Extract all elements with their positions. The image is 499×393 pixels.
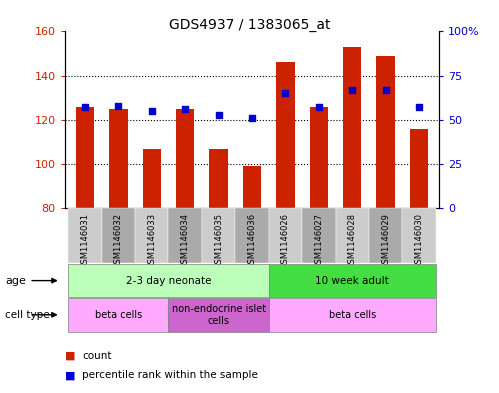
- Bar: [236, 208, 268, 263]
- Text: GDS4937 / 1383065_at: GDS4937 / 1383065_at: [169, 18, 330, 32]
- Bar: [102, 208, 135, 263]
- Point: [248, 115, 256, 121]
- Bar: [376, 56, 395, 208]
- Text: ■: ■: [65, 351, 75, 361]
- Bar: [176, 109, 194, 208]
- Bar: [169, 298, 268, 332]
- Text: GSM1146036: GSM1146036: [248, 213, 256, 269]
- Point: [281, 90, 289, 96]
- Bar: [310, 107, 328, 208]
- Bar: [302, 208, 335, 263]
- Bar: [369, 208, 402, 263]
- Text: beta cells: beta cells: [329, 310, 376, 320]
- Text: count: count: [82, 351, 112, 361]
- Point: [181, 106, 189, 112]
- Bar: [68, 208, 102, 263]
- Text: GSM1146028: GSM1146028: [348, 213, 357, 269]
- Point: [382, 86, 390, 93]
- Bar: [402, 208, 436, 263]
- Point: [148, 108, 156, 114]
- Point: [315, 104, 323, 111]
- Bar: [276, 62, 294, 208]
- Bar: [268, 264, 436, 297]
- Bar: [410, 129, 428, 208]
- Bar: [68, 298, 169, 332]
- Text: GSM1146029: GSM1146029: [381, 213, 390, 268]
- Text: ■: ■: [65, 370, 75, 380]
- Text: GSM1146031: GSM1146031: [80, 213, 89, 269]
- Text: GSM1146026: GSM1146026: [281, 213, 290, 269]
- Text: GSM1146032: GSM1146032: [114, 213, 123, 269]
- Text: non-endocrine islet
cells: non-endocrine islet cells: [172, 304, 265, 325]
- Text: GSM1146027: GSM1146027: [314, 213, 323, 269]
- Text: GSM1146033: GSM1146033: [147, 213, 156, 269]
- Point: [215, 112, 223, 118]
- Text: percentile rank within the sample: percentile rank within the sample: [82, 370, 258, 380]
- Bar: [169, 208, 202, 263]
- Bar: [135, 208, 169, 263]
- Text: GSM1146035: GSM1146035: [214, 213, 223, 269]
- Text: GSM1146034: GSM1146034: [181, 213, 190, 269]
- Text: beta cells: beta cells: [95, 310, 142, 320]
- Bar: [343, 47, 361, 208]
- Text: cell type: cell type: [5, 310, 49, 320]
- Bar: [243, 166, 261, 208]
- Point: [348, 86, 356, 93]
- Text: 10 week adult: 10 week adult: [315, 275, 389, 286]
- Bar: [68, 264, 268, 297]
- Bar: [202, 208, 236, 263]
- Text: GSM1146030: GSM1146030: [415, 213, 424, 269]
- Bar: [268, 208, 302, 263]
- Bar: [143, 149, 161, 208]
- Bar: [335, 208, 369, 263]
- Text: age: age: [5, 275, 26, 286]
- Point: [415, 104, 423, 111]
- Point: [114, 103, 122, 109]
- Bar: [210, 149, 228, 208]
- Bar: [109, 109, 128, 208]
- Text: 2-3 day neonate: 2-3 day neonate: [126, 275, 211, 286]
- Point: [81, 104, 89, 111]
- Bar: [76, 107, 94, 208]
- Bar: [268, 298, 436, 332]
